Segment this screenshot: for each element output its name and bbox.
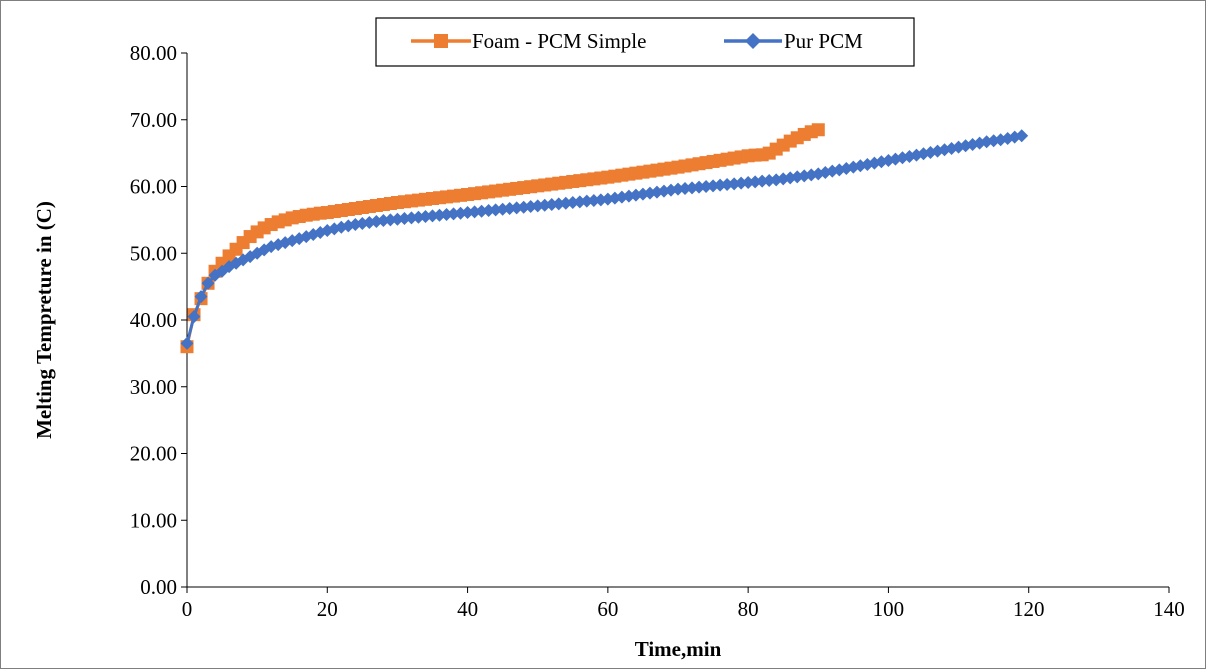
- data-point: [194, 290, 208, 304]
- data-point: [811, 123, 825, 137]
- y-tick-label: 30.00: [130, 375, 177, 399]
- x-axis-title: Time,min: [635, 637, 722, 661]
- y-tick-label: 60.00: [130, 175, 177, 199]
- y-tick-label: 10.00: [130, 508, 177, 532]
- y-tick-label: 80.00: [130, 41, 177, 65]
- y-axis-title: Melting Tempreture in (C): [32, 201, 56, 439]
- series-layer: [180, 123, 1029, 354]
- y-tick-label: 70.00: [130, 108, 177, 132]
- series-1: [180, 129, 1029, 350]
- legend-box: [375, 17, 915, 67]
- data-point: [503, 202, 517, 216]
- y-tick-label: 20.00: [130, 442, 177, 466]
- x-tick-label: 20: [317, 597, 338, 621]
- y-tick-label: 50.00: [130, 241, 177, 265]
- legend-label-pur: Pur PCM: [784, 29, 863, 53]
- series-0: [180, 123, 825, 354]
- legend-item-pur: Pur PCM: [724, 29, 863, 53]
- y-tick-label: 0.00: [140, 575, 177, 599]
- legend-marker-diamond-icon: [745, 33, 761, 49]
- x-tick-label: 120: [1013, 597, 1045, 621]
- x-tick-label: 0: [182, 597, 193, 621]
- legend-item-foam: Foam - PCM Simple: [411, 29, 646, 53]
- x-tick-label: 100: [873, 597, 905, 621]
- x-tick-label: 40: [457, 597, 478, 621]
- legend-label-foam: Foam - PCM Simple: [472, 29, 646, 53]
- tick-marks: [181, 52, 1170, 593]
- data-point: [187, 310, 201, 324]
- legend: Foam - PCM Simple Pur PCM: [375, 17, 915, 67]
- y-tick-label: 40.00: [130, 308, 177, 332]
- y-tick-labels: 0.00 10.00 20.00 30.00 40.00 50.00 60.00 70.00 8…: [130, 41, 177, 599]
- data-point: [1015, 129, 1029, 143]
- x-tick-labels: 0 20 40 60 80 100 120 140: [182, 597, 1185, 621]
- data-point: [180, 336, 194, 350]
- x-tick-label: 80: [738, 597, 759, 621]
- x-tick-label: 140: [1153, 597, 1185, 621]
- legend-marker-square-icon: [434, 34, 448, 48]
- data-point: [201, 276, 215, 290]
- x-tick-label: 60: [597, 597, 618, 621]
